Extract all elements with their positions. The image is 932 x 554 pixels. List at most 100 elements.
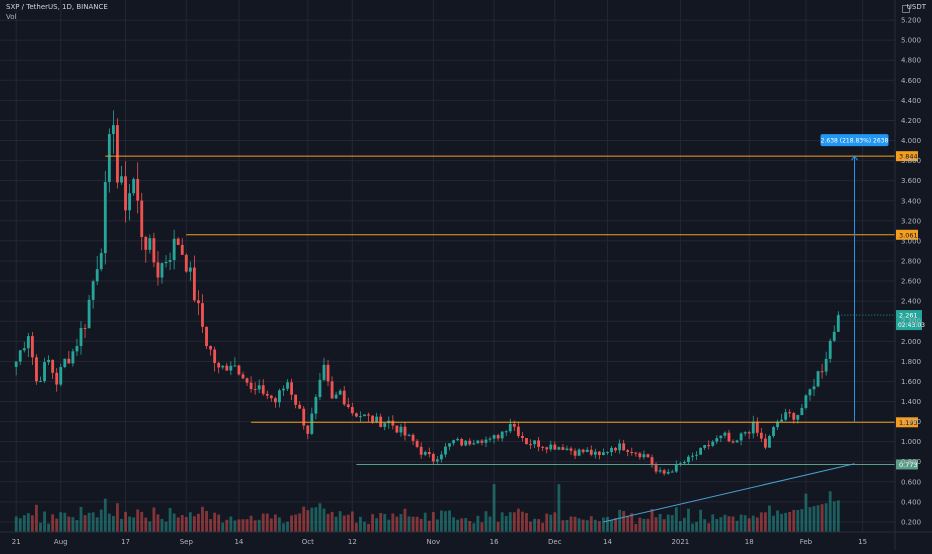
candle-body xyxy=(759,432,763,439)
candle-body xyxy=(780,419,784,422)
volume-bar xyxy=(589,516,593,532)
candle-body xyxy=(63,358,67,368)
candle-body xyxy=(622,443,626,451)
candle-body xyxy=(634,452,638,454)
volume-bar xyxy=(431,512,435,532)
volume-bar xyxy=(87,512,91,532)
volume-bar xyxy=(460,518,464,532)
volume-bar xyxy=(816,505,820,532)
volume-bar xyxy=(695,521,698,532)
candle-body xyxy=(435,459,439,462)
candle-body xyxy=(221,365,225,368)
price-axis[interactable]: 0.200 0.400 0.600 0.800 1.000 1.200 1.400 1.600… xyxy=(894,0,921,550)
candle-body xyxy=(249,382,253,390)
candle-body xyxy=(411,434,415,441)
volume-bar xyxy=(367,524,370,532)
volume-bar xyxy=(132,517,136,532)
candle-body xyxy=(314,396,318,414)
candle-body xyxy=(521,435,524,439)
candle-body xyxy=(480,440,484,443)
volume-bar xyxy=(642,518,646,532)
candle-body xyxy=(824,358,828,372)
candle-body xyxy=(460,439,464,446)
candle-body xyxy=(727,432,731,442)
volume-bar xyxy=(128,516,132,532)
candle-countdown-label: 02:43:03 xyxy=(898,322,925,329)
volume-bar xyxy=(739,514,743,532)
price-tick-label: 2.800 xyxy=(901,257,921,265)
candle-body xyxy=(484,439,488,443)
volume-bar xyxy=(403,508,407,532)
volume-bar xyxy=(245,519,249,532)
candle-body xyxy=(120,176,123,183)
volume-bar xyxy=(318,503,322,532)
price-tick-label: 2.400 xyxy=(901,298,921,306)
volume-bar xyxy=(731,516,735,532)
price-tick-label: 5.200 xyxy=(901,17,921,25)
candle-body xyxy=(776,421,779,428)
volume-legend[interactable]: Vol xyxy=(6,13,17,21)
volume-bar xyxy=(654,517,658,532)
price-tick-label: 1.000 xyxy=(901,438,921,446)
time-tick-label: 12 xyxy=(348,538,357,546)
settings-icon[interactable] xyxy=(902,5,910,13)
volume-bar xyxy=(144,517,148,532)
candle-body xyxy=(614,447,617,451)
candle-body xyxy=(788,412,792,414)
volume-bar xyxy=(330,511,334,532)
volume-bar xyxy=(662,519,666,532)
volume-bar xyxy=(743,515,747,532)
candle-body xyxy=(148,238,152,250)
volume-bar xyxy=(156,514,160,532)
volume-bar xyxy=(488,516,492,532)
price-tick-label: 1.400 xyxy=(901,398,921,406)
volume-bar xyxy=(302,506,306,532)
volume-bar xyxy=(391,513,395,532)
volume-bar xyxy=(217,514,221,532)
volume-bar xyxy=(682,517,686,532)
candle-body xyxy=(83,327,87,329)
candle-body xyxy=(342,390,346,405)
symbol-title[interactable]: SXP / TetherUS, 1D, BINANCE xyxy=(6,3,108,11)
candle-body xyxy=(606,451,609,453)
candle-body xyxy=(241,374,245,379)
volume-bar xyxy=(399,514,403,532)
candle-body xyxy=(626,450,630,452)
volume-bar xyxy=(711,514,715,532)
candle-body xyxy=(168,260,172,262)
candle-body xyxy=(407,434,411,436)
candle-body xyxy=(707,445,711,447)
drawings-layer[interactable]: 3.844 3.061 1.193 0.773 2.261 02:43:03 2.638 (… xyxy=(105,134,925,523)
candle-body xyxy=(496,435,500,439)
volume-bar xyxy=(209,519,213,532)
volume-bar xyxy=(634,523,638,532)
volume-bar xyxy=(444,511,447,532)
time-axis[interactable]: 21 Aug 17 Sep 14 Oct 12 Nov 16 Dec 14 2021 18 Feb 15 xyxy=(0,531,932,546)
volume-bar xyxy=(699,509,703,532)
volume-bar xyxy=(55,518,59,532)
candle-body xyxy=(395,425,399,433)
candle-body xyxy=(444,446,447,455)
price-tick-label: 2.600 xyxy=(901,278,921,286)
candle-body xyxy=(184,254,188,272)
candle-body xyxy=(739,433,743,441)
candle-body xyxy=(290,382,294,395)
axis-currency-label[interactable]: USDT xyxy=(906,3,926,11)
candle-body xyxy=(322,364,326,380)
candle-body xyxy=(796,415,800,420)
candle-body xyxy=(197,300,200,304)
candle-body xyxy=(55,372,59,385)
candle-body xyxy=(427,452,431,455)
volume-bar xyxy=(476,515,480,532)
candle-body xyxy=(128,193,132,211)
candle-body xyxy=(111,125,115,135)
level-price-label: 1.193 xyxy=(899,419,918,427)
volume-bar xyxy=(22,515,26,532)
volume-bar xyxy=(273,514,277,532)
volume-bar xyxy=(800,509,804,532)
candle-body xyxy=(269,395,273,399)
level-price-label: 3.844 xyxy=(899,153,918,161)
